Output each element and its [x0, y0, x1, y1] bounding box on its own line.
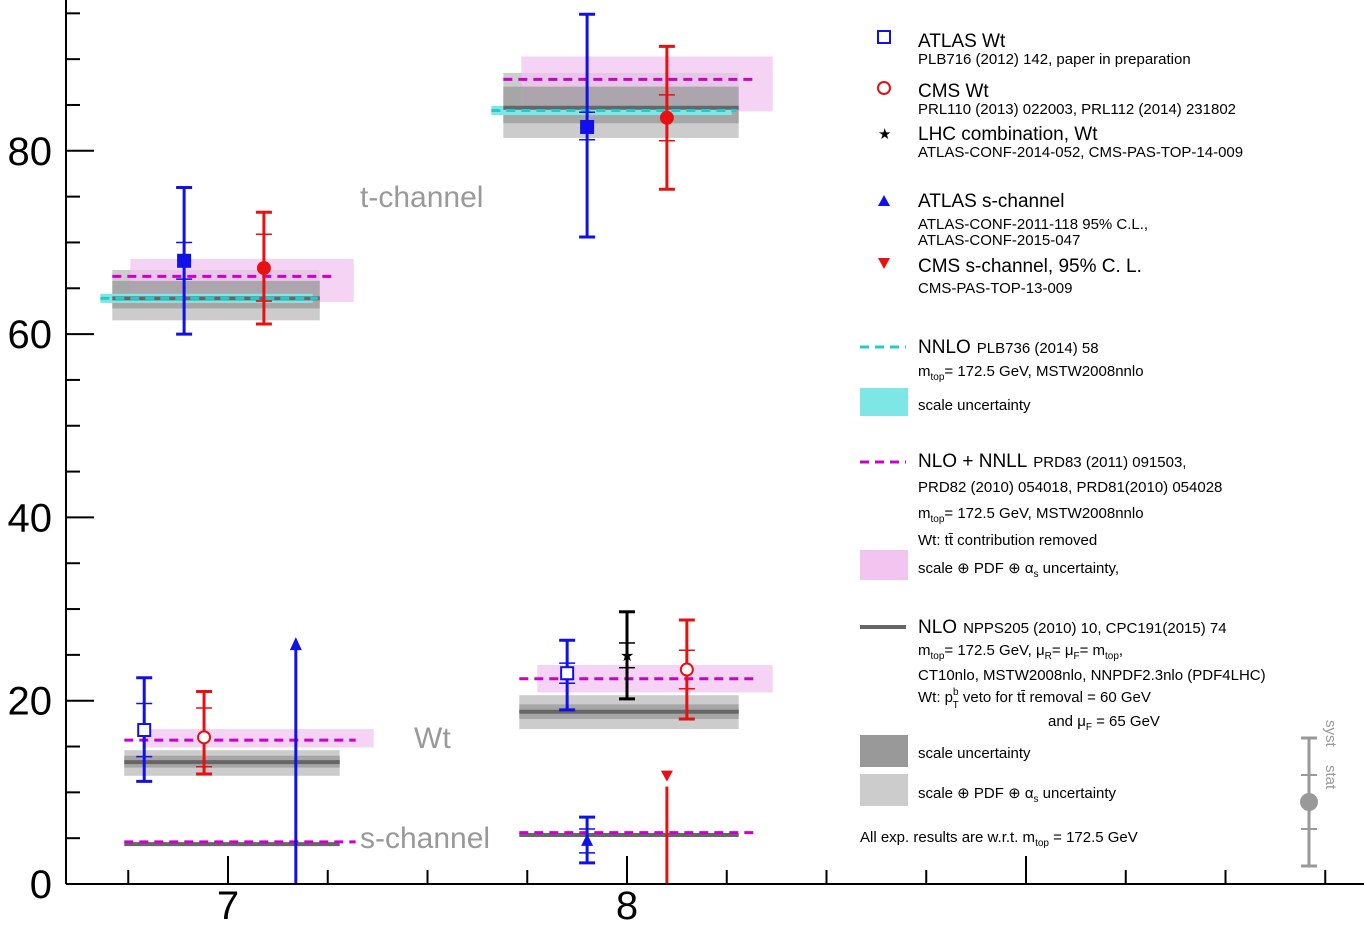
meas-cms-s-channel-8-limit-marker	[660, 770, 673, 782]
meas-atlas-wt-7-marker	[137, 723, 152, 738]
meas-atlas-t-channel-7-marker	[177, 253, 192, 268]
meas-cms-t-channel-7-marker	[256, 261, 271, 276]
t-channel-label: t-channel	[360, 181, 483, 214]
legend-cms-wt-title: CMS Wt	[918, 81, 989, 102]
meas-cms-wt-7-marker	[197, 730, 212, 745]
legend-cms-s-marker	[878, 258, 890, 269]
legend-atlas-wt-marker	[877, 30, 891, 44]
y-tick-label-80: 80	[8, 130, 53, 174]
legend-nnll-wt-note: Wt: tt̄ contribution removed	[918, 532, 1097, 549]
meas-cms-t-channel-8-marker	[659, 110, 674, 125]
legend-atlas-s-ref2: ATLAS-CONF-2015-047	[918, 232, 1080, 249]
legend-cms-s-title: CMS s-channel, 95% C. L.	[918, 256, 1142, 277]
legend-nlo-pdf-band	[860, 774, 908, 806]
theory-wt-7-nnll-band	[142, 729, 374, 748]
y-tick-label-60: 60	[8, 313, 53, 357]
meas-cms-wt-8-marker	[679, 662, 694, 677]
legend-atlas-wt-title: ATLAS Wt	[918, 31, 1006, 52]
meas-atlas-wt-8-marker	[560, 666, 575, 681]
legend-nnll-band-label: scale ⊕ PDF ⊕ αs uncertainty,	[918, 560, 1119, 580]
measurements: ★	[136, 12, 695, 884]
key-syst-label: syst	[1322, 720, 1339, 748]
error-bar-key: syst stat	[1300, 720, 1339, 868]
meas-atlas-t-channel-8-marker	[580, 119, 595, 134]
meas-atlas-s-channel-8-marker	[581, 833, 594, 846]
legend-nnll-band	[860, 550, 908, 580]
legend-nlo-veto: Wt: pb T veto for tt̄ removal = 60 GeV	[918, 687, 1151, 711]
legend-cms-wt-ref: PRL110 (2013) 022003, PRL112 (2014) 2318…	[918, 101, 1236, 118]
legend-nnll-mtop: mtop= 172.5 GeV, MSTW2008nnlo	[918, 505, 1144, 525]
legend-nnlo-band	[860, 388, 908, 416]
legend: ATLAS Wt PLB716 (2012) 142, paper in pre…	[860, 30, 1339, 868]
legend-atlas-s-title: ATLAS s-channel	[918, 191, 1064, 212]
meas-lhc-wt-8-marker: ★	[620, 646, 634, 665]
meas-atlas-s-channel-7-limit-marker	[289, 637, 302, 651]
legend-lhc-title: LHC combination, Wt	[918, 124, 1098, 145]
y-tick-label-0: 0	[30, 863, 52, 907]
legend-lhc-ref: ATLAS-CONF-2014-052, CMS-PAS-TOP-14-009	[918, 144, 1243, 161]
s-channel-label: s-channel	[360, 822, 490, 855]
y-tick-label-20: 20	[8, 680, 53, 724]
x-tick-label-7: 7	[217, 884, 239, 925]
legend-atlas-wt-ref: PLB716 (2012) 142, paper in preparation	[918, 51, 1191, 68]
theory-bands	[100, 56, 773, 776]
wt-label: Wt	[414, 722, 451, 755]
legend-atlas-s-marker	[878, 195, 890, 206]
legend-nnll-ref2: PRD82 (2010) 054018, PRD81(2010) 054028	[918, 479, 1222, 496]
legend-nnlo-band-label: scale uncertainty	[918, 397, 1031, 414]
legend-lhc-star-icon: ★	[878, 125, 891, 143]
y-tick-label-40: 40	[8, 496, 53, 540]
axes: 0 20 40 60 80 7 8	[8, 0, 1364, 925]
legend-cms-wt-marker	[877, 81, 891, 95]
legend-atlas-s-ref1: ATLAS-CONF-2011-118 95% C.L.,	[918, 216, 1148, 233]
x-tick-label-8: 8	[616, 884, 638, 925]
legend-nlo-title: NLO NPPS205 (2010) 10, CPC191(2015) 74	[918, 617, 1227, 638]
legend-nlo-pdf-label: scale ⊕ PDF ⊕ αs uncertainty	[918, 785, 1117, 805]
legend-nnlo-mtop: mtop= 172.5 GeV, MSTW2008nnlo	[918, 363, 1144, 383]
legend-nnll-title: NLO + NNLL PRD83 (2011) 091503,	[918, 451, 1186, 472]
legend-nlo-params: mtop= 172.5 GeV, μR= μF= mtop,	[918, 642, 1123, 662]
key-stat-label: stat	[1322, 765, 1339, 790]
theory-t-channel-8-scale-band	[503, 86, 739, 124]
legend-nlo-scale-band	[860, 735, 908, 767]
legend-nlo-scale-label: scale uncertainty	[918, 745, 1031, 762]
legend-footnote: All exp. results are w.r.t. mtop = 172.5…	[860, 829, 1138, 849]
legend-cms-s-ref: CMS-PAS-TOP-13-009	[918, 280, 1073, 297]
legend-nnlo-title: NNLO PLB736 (2014) 58	[918, 337, 1099, 358]
theory-lines	[100, 77, 755, 847]
legend-nlo-pdfs: CT10nlo, MSTW2008nlo, NNPDF2.3nlo (PDF4L…	[918, 667, 1266, 684]
legend-nlo-muf: and μF = 65 GeV	[1048, 713, 1160, 733]
